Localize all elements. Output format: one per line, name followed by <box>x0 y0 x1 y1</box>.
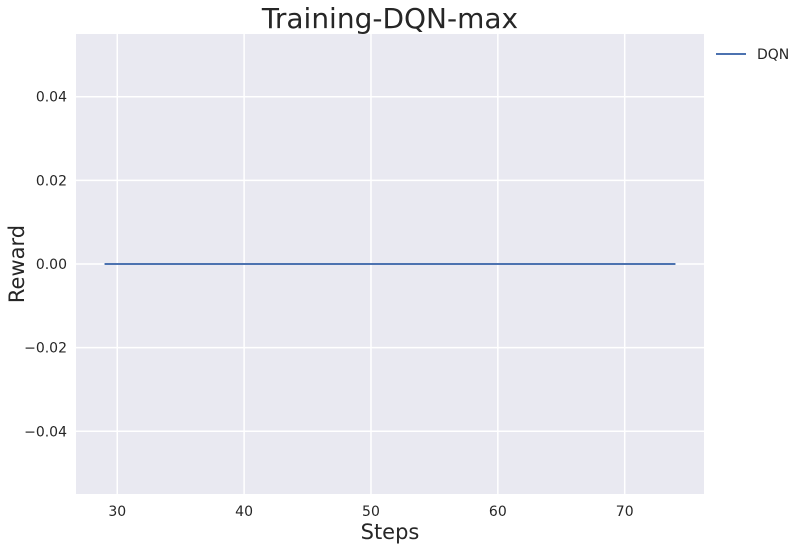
y-tick-label: 0.00 <box>36 257 67 273</box>
y-tick-label: 0.02 <box>36 173 67 189</box>
x-tick-label: 30 <box>108 504 126 520</box>
x-tick-label: 60 <box>489 504 507 520</box>
y-tick-label: 0.04 <box>36 90 67 106</box>
y-tick-label: −0.04 <box>24 424 67 440</box>
legend: DQN <box>716 47 789 63</box>
x-tick-label: 70 <box>616 504 634 520</box>
x-tick-label: 50 <box>362 504 380 520</box>
x-axis-label: Steps <box>361 520 420 544</box>
legend-label-dqn: DQN <box>757 47 789 63</box>
y-tick-label: −0.02 <box>24 341 67 357</box>
y-axis-ticks: 0.04 0.02 0.00 −0.02 −0.04 <box>24 90 67 441</box>
x-axis-ticks: 30 40 50 60 70 <box>108 504 633 520</box>
chart-title: Training-DQN-max <box>261 2 518 35</box>
y-axis-label: Reward <box>5 225 29 303</box>
x-tick-label: 40 <box>235 504 253 520</box>
